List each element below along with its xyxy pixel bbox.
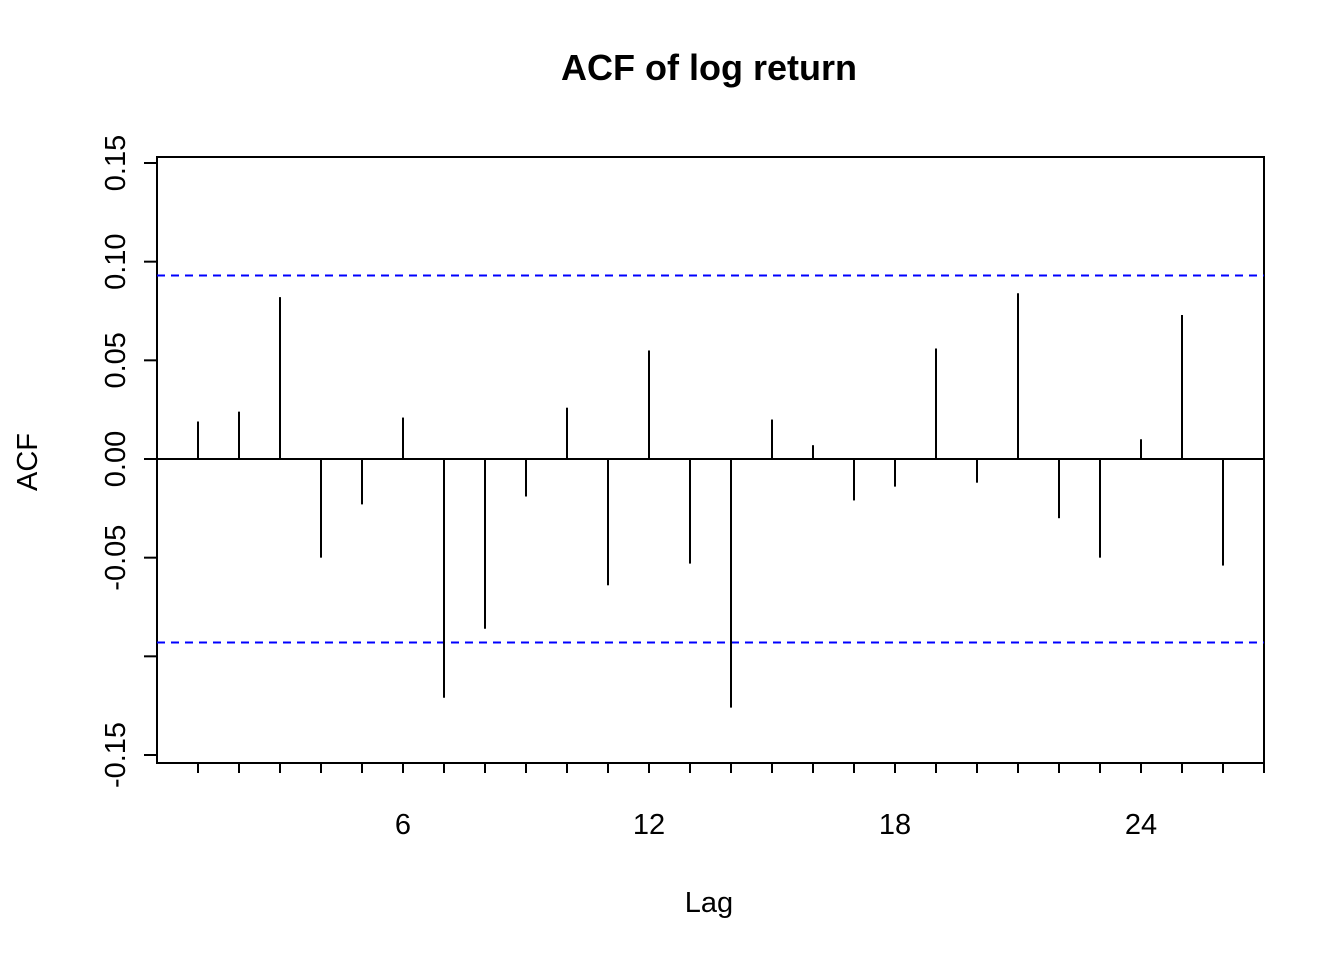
x-tick-label: 24 bbox=[1125, 809, 1157, 841]
chart-title: ACF of log return bbox=[561, 47, 857, 88]
y-axis-label: ACF bbox=[12, 433, 44, 491]
x-axis: 6 12 18 24 bbox=[197, 763, 1265, 841]
y-tick-label: -0.15 bbox=[100, 722, 132, 788]
x-tick-label: 6 bbox=[395, 809, 411, 841]
x-axis-label: Lag bbox=[685, 887, 733, 919]
y-axis: -0.15 -0.05 0.00 0.05 0.10 0.15 bbox=[100, 135, 157, 788]
x-tick-label: 18 bbox=[879, 809, 911, 841]
acf-bars bbox=[197, 293, 1224, 708]
y-tick-label: 0.15 bbox=[100, 135, 132, 191]
y-tick-label: 0.05 bbox=[100, 332, 132, 388]
confidence-bounds bbox=[157, 274, 1264, 644]
x-tick-label: 12 bbox=[633, 809, 665, 841]
y-tick-label: 0.00 bbox=[100, 431, 132, 487]
y-tick-label: 0.10 bbox=[100, 233, 132, 289]
y-tick-label: -0.05 bbox=[100, 525, 132, 591]
